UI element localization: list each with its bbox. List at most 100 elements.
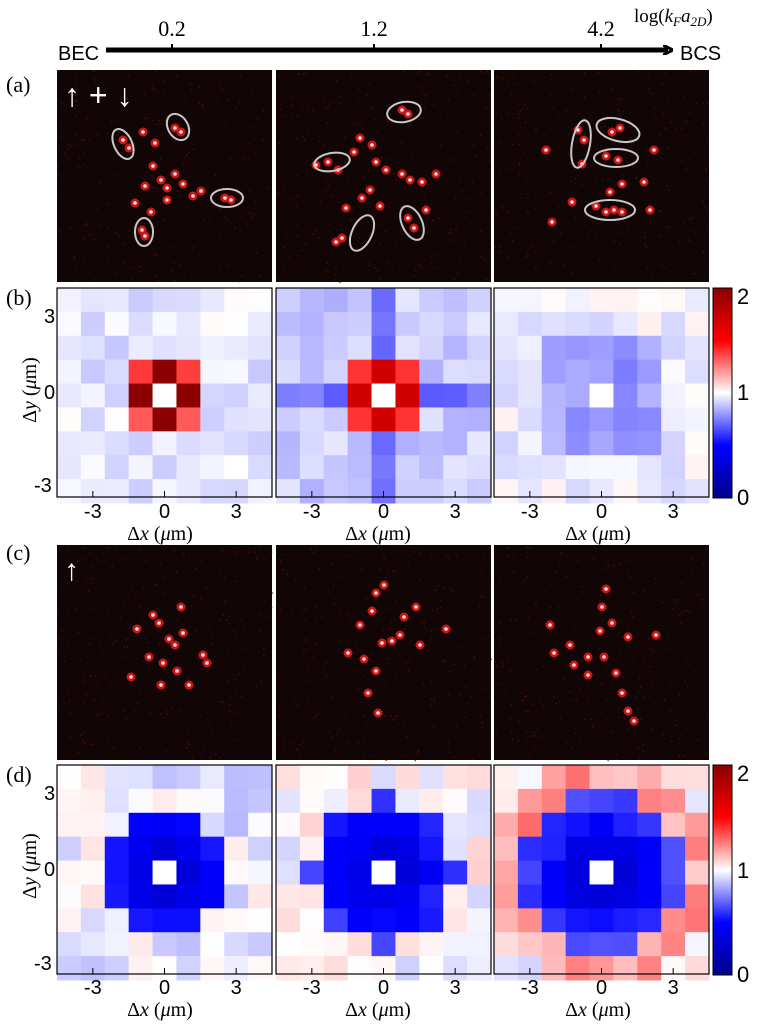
heatmap-cell xyxy=(685,335,710,361)
noise-pixel xyxy=(304,588,306,590)
x-tick: 3 xyxy=(668,501,679,523)
heatmap-cell xyxy=(152,860,177,885)
noise-pixel xyxy=(684,609,686,612)
noise-pixel xyxy=(156,123,159,125)
noise-pixel xyxy=(281,142,283,145)
noise-pixel xyxy=(59,122,62,124)
noise-pixel xyxy=(612,685,614,687)
noise-pixel xyxy=(405,545,407,547)
noise-pixel xyxy=(392,570,394,573)
heatmap-cell xyxy=(419,359,444,385)
noise-pixel xyxy=(198,86,200,88)
noise-pixel xyxy=(328,105,330,107)
heatmap-cell xyxy=(419,383,444,408)
noise-pixel xyxy=(431,262,433,265)
noise-pixel xyxy=(83,711,85,713)
noise-pixel xyxy=(149,218,151,221)
noise-pixel xyxy=(338,201,340,203)
heatmap-cell xyxy=(613,407,638,432)
colorbar-tick: 1 xyxy=(737,380,749,405)
noise-pixel xyxy=(489,94,491,96)
heatmap-cell xyxy=(637,311,662,337)
heatmap-cell xyxy=(541,788,567,814)
noise-pixel xyxy=(471,758,473,760)
noise-pixel xyxy=(414,759,416,762)
heatmap-cell xyxy=(57,455,82,480)
heatmap-cell xyxy=(176,765,201,790)
noise-pixel xyxy=(190,605,192,608)
noise-pixel xyxy=(319,201,322,203)
heatmap-cell xyxy=(395,288,420,313)
noise-pixel xyxy=(569,698,571,701)
noise-pixel xyxy=(101,697,103,699)
noise-pixel xyxy=(108,257,110,259)
noise-pixel xyxy=(479,595,482,598)
noise-pixel xyxy=(76,561,78,563)
noise-pixel xyxy=(613,267,615,270)
noise-pixel xyxy=(247,270,250,273)
noise-pixel xyxy=(117,173,119,176)
noise-pixel xyxy=(619,242,621,245)
noise-pixel xyxy=(474,656,476,658)
noise-pixel xyxy=(74,100,77,102)
x-tick: 0 xyxy=(596,501,607,523)
heatmap-cell xyxy=(371,288,396,313)
atom-core xyxy=(594,204,598,208)
noise-pixel xyxy=(74,74,77,76)
heatmap-cell xyxy=(323,288,349,313)
heatmap-cell xyxy=(224,288,249,313)
noise-pixel xyxy=(550,583,552,585)
heatmap-cell xyxy=(565,884,591,909)
noise-pixel xyxy=(704,167,707,170)
noise-pixel xyxy=(416,71,419,74)
heatmap-cell xyxy=(637,407,662,432)
noise-pixel xyxy=(263,179,265,181)
noise-pixel xyxy=(534,734,536,737)
heatmap-cell xyxy=(395,932,420,957)
heatmap-cell xyxy=(224,359,249,385)
noise-pixel xyxy=(565,650,568,652)
noise-pixel xyxy=(702,251,704,253)
noise-pixel xyxy=(527,607,530,609)
noise-pixel xyxy=(463,244,466,247)
noise-pixel xyxy=(278,142,280,144)
noise-pixel xyxy=(299,744,302,746)
noise-pixel xyxy=(83,731,86,734)
noise-pixel xyxy=(542,705,545,707)
noise-pixel xyxy=(128,75,130,78)
noise-pixel xyxy=(82,680,84,683)
atom-core xyxy=(444,627,448,631)
noise-pixel xyxy=(640,718,642,720)
pair-ellipse xyxy=(584,199,636,221)
heatmap-cell xyxy=(347,383,373,408)
noise-pixel xyxy=(542,665,544,668)
noise-pixel xyxy=(598,647,601,650)
noise-pixel xyxy=(534,207,537,210)
noise-pixel xyxy=(598,92,600,94)
noise-pixel xyxy=(467,703,469,705)
noise-pixel xyxy=(226,98,229,101)
heatmap-cell xyxy=(541,884,567,909)
noise-pixel xyxy=(82,164,85,166)
heatmap-cell xyxy=(299,765,325,790)
atom-core xyxy=(550,220,554,224)
noise-pixel xyxy=(698,594,700,597)
noise-pixel xyxy=(96,714,98,716)
noise-pixel xyxy=(58,708,61,710)
noise-pixel xyxy=(107,715,109,718)
noise-pixel xyxy=(383,681,385,683)
noise-pixel xyxy=(91,565,94,568)
heatmap-cell xyxy=(541,288,567,313)
heatmap-cell xyxy=(57,765,82,790)
heatmap-cell xyxy=(517,812,543,838)
noise-pixel xyxy=(209,217,211,220)
noise-pixel xyxy=(489,160,491,163)
noise-pixel xyxy=(440,144,442,146)
noise-pixel xyxy=(180,195,182,197)
heatmap-cell xyxy=(57,836,82,862)
noise-pixel xyxy=(592,726,594,728)
noise-pixel xyxy=(529,556,532,559)
noise-pixel xyxy=(447,216,449,219)
noise-pixel xyxy=(290,742,292,744)
heatmap-cell xyxy=(128,765,154,790)
